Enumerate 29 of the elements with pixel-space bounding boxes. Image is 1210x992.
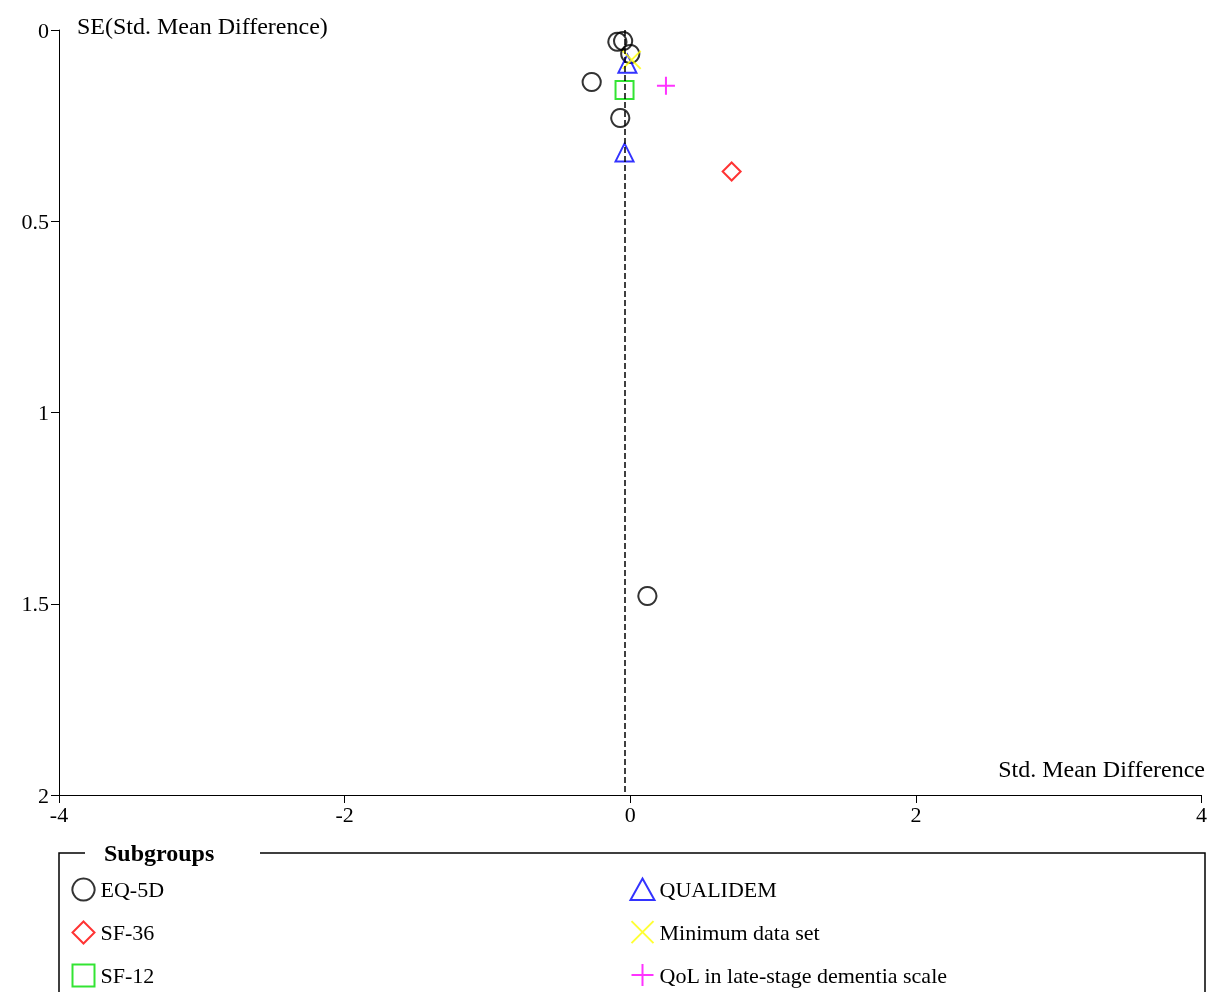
legend-label: QUALIDEM <box>659 876 777 902</box>
point <box>610 107 631 128</box>
point <box>607 31 628 52</box>
legend-label: SF-36 <box>100 920 155 945</box>
point <box>613 31 634 52</box>
point <box>614 80 635 101</box>
legend-label: EQ-5D <box>100 877 165 902</box>
y-tick-label: 1.5 <box>21 591 49 617</box>
y-tick-label: 1 <box>38 400 49 425</box>
legend-label: SF-12 <box>100 963 155 988</box>
y-axis-title: SE(Std. Mean Difference) <box>77 13 328 39</box>
legend-label: QoL in late-stage dementia scale <box>659 962 948 988</box>
legend-label: Minimum data set <box>659 919 820 945</box>
x-tick-label: 2 <box>910 801 922 827</box>
x-tick-label: 0 <box>624 801 636 827</box>
y-tick-label: 0.5 <box>21 208 49 234</box>
x-tick-label: -4 <box>49 801 69 827</box>
point <box>581 72 602 92</box>
x-axis-title: Std. Mean Difference <box>998 756 1205 782</box>
y-tick-label: 0 <box>38 17 49 43</box>
point <box>721 161 742 182</box>
y-tick-label: 2 <box>38 782 49 808</box>
point <box>614 142 635 163</box>
point <box>637 586 658 607</box>
point <box>655 75 676 96</box>
point <box>620 44 641 65</box>
x-tick-label: 4 <box>1196 801 1207 827</box>
x-tick-label: -2 <box>335 801 354 827</box>
legend-title: Subgroups <box>104 840 215 866</box>
